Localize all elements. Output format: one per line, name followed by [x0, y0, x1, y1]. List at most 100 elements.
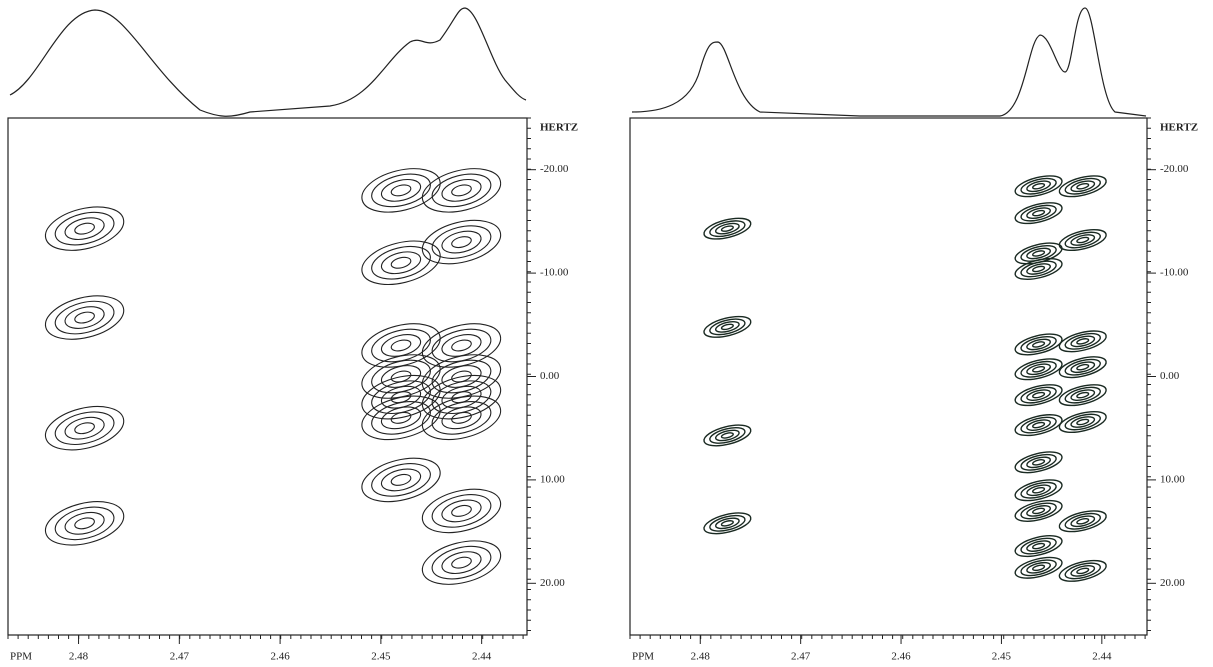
- contour-ring: [1020, 177, 1057, 195]
- contour-ring: [703, 512, 752, 535]
- peak: [451, 236, 472, 249]
- peak: [390, 256, 412, 269]
- x-tick-label: 2.47: [791, 651, 811, 663]
- contour-ring: [1014, 333, 1063, 356]
- peak: [1032, 365, 1046, 373]
- contour-ring: [431, 359, 492, 394]
- contour-ring: [380, 468, 422, 492]
- peak: [390, 473, 412, 486]
- contour-ring: [421, 374, 502, 420]
- contour-ring: [421, 168, 502, 213]
- contour-ring: [1026, 389, 1051, 401]
- peak: [1032, 391, 1046, 399]
- peak: [1032, 421, 1046, 429]
- y-tick-label: -10.00: [540, 267, 569, 279]
- contour-ring: [431, 225, 492, 259]
- peak: [1032, 564, 1046, 572]
- contour-ring: [1020, 453, 1057, 471]
- contour-ring: [1020, 260, 1057, 278]
- contour-ring: [1058, 384, 1107, 407]
- peak: [451, 556, 472, 569]
- contour-ring: [421, 488, 502, 534]
- contour-ring: [421, 354, 502, 399]
- contour-ring: [441, 230, 482, 254]
- contour-ring: [371, 245, 431, 280]
- contour-ring: [714, 429, 740, 442]
- peak: [1076, 338, 1090, 345]
- peak: [1032, 341, 1046, 348]
- contour-ring: [1014, 358, 1063, 381]
- contour-ring: [1070, 180, 1096, 193]
- contour-ring: [703, 424, 752, 447]
- contour-ring: [1064, 562, 1101, 580]
- peak: [1076, 567, 1090, 575]
- x-tick-label: 2.48: [69, 651, 89, 663]
- projection: [631, 7, 1147, 117]
- contour-ring: [421, 323, 502, 368]
- peak: [1032, 486, 1046, 494]
- peak: [1032, 507, 1046, 515]
- contour-ring: [431, 545, 492, 580]
- contour-ring: [1058, 228, 1107, 252]
- contour-ring: [371, 173, 431, 208]
- contour-ring: [1020, 502, 1057, 520]
- contour-ring: [1014, 451, 1063, 474]
- contour-ring: [1064, 386, 1101, 404]
- contour-ring: [714, 222, 740, 235]
- peak: [720, 225, 734, 232]
- contour-ring: [1058, 559, 1107, 582]
- x-tick-label: 2.44: [1092, 651, 1112, 663]
- contour-ring: [371, 380, 431, 414]
- peak: [74, 222, 95, 235]
- contour-ring: [1020, 336, 1057, 353]
- contour-ring: [1058, 510, 1107, 533]
- peak: [451, 504, 472, 517]
- contour-ring: [709, 220, 746, 238]
- contour-ring: [371, 359, 431, 394]
- contour-ring: [441, 551, 482, 575]
- contour-ring: [709, 318, 746, 336]
- contour-ring: [1058, 410, 1107, 434]
- peak: [1032, 459, 1046, 466]
- peak: [1076, 236, 1090, 244]
- peak: [390, 339, 412, 352]
- peak: [1076, 517, 1090, 525]
- contour-ring: [1014, 384, 1063, 407]
- contour-ring: [1026, 456, 1051, 469]
- contour-ring: [380, 251, 422, 275]
- contour-ring: [421, 395, 502, 441]
- contour-ring: [1020, 360, 1057, 378]
- contour-ring: [1064, 231, 1101, 249]
- contour-ring: [1070, 234, 1096, 246]
- contour-ring: [1070, 389, 1096, 401]
- contour-ring: [1026, 505, 1051, 517]
- x-tick-label: 2.46: [270, 651, 290, 663]
- peak: [1076, 182, 1090, 190]
- peak: [451, 411, 472, 424]
- contour-ring: [1058, 330, 1107, 353]
- peak: [1032, 265, 1046, 273]
- peak: [720, 323, 734, 331]
- contour-ring: [1020, 559, 1057, 577]
- contour-ring: [421, 540, 502, 585]
- contour-ring: [1014, 414, 1063, 437]
- contour-ring: [1014, 257, 1063, 280]
- contour-ring: [1020, 204, 1057, 222]
- contour-ring: [1020, 386, 1057, 404]
- contour-ring: [371, 401, 431, 435]
- peak: [720, 432, 734, 439]
- contour-ring: [1026, 180, 1051, 193]
- contour-ring: [1058, 175, 1107, 198]
- peak: [390, 184, 412, 197]
- contour-ring: [441, 499, 482, 523]
- contour-ring: [1026, 540, 1051, 552]
- x-tick-label: 2.44: [472, 651, 492, 663]
- contour-ring: [361, 168, 441, 213]
- contour-ring: [1070, 361, 1096, 374]
- peak: [1032, 182, 1046, 190]
- y-tick-label: 0.00: [540, 370, 560, 382]
- contour-ring: [1064, 358, 1101, 376]
- contour-ring: [380, 406, 422, 430]
- contour-ring: [1026, 247, 1051, 260]
- contour-ring: [1026, 263, 1051, 275]
